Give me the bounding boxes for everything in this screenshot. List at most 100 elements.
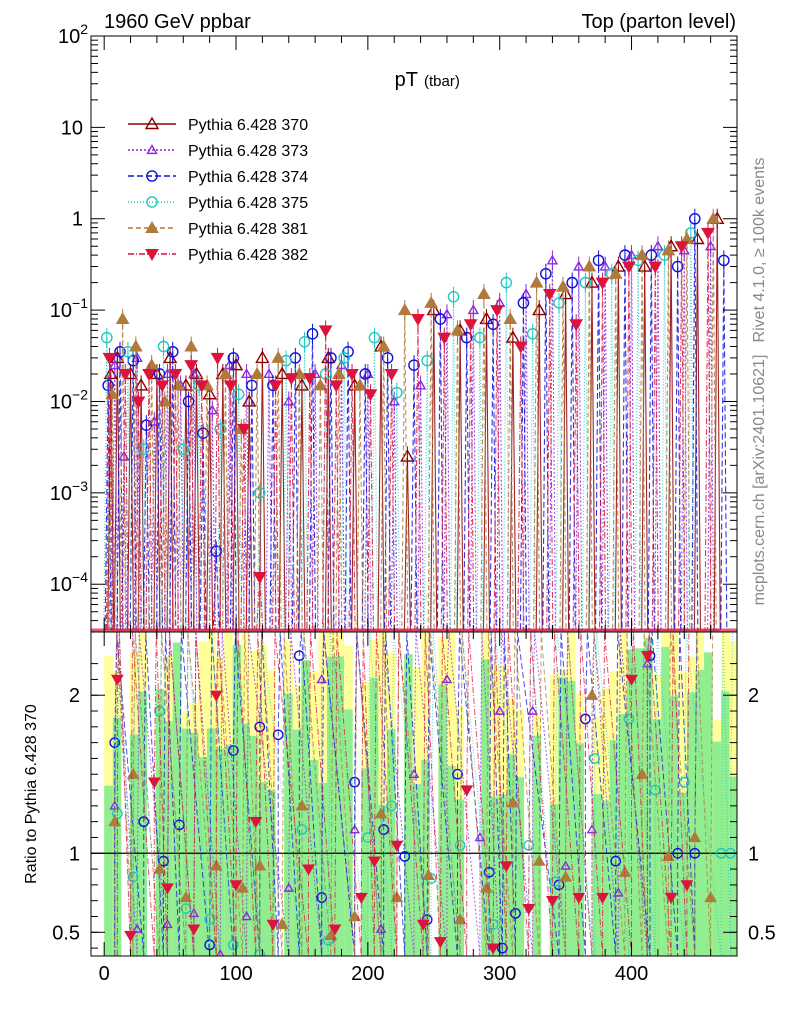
data-point bbox=[177, 443, 190, 456]
ratio-line bbox=[114, 632, 698, 956]
data-point bbox=[584, 275, 600, 288]
data-point bbox=[114, 345, 126, 358]
band-inner bbox=[198, 757, 208, 956]
band-inner bbox=[215, 748, 225, 956]
data-point bbox=[250, 366, 264, 379]
band-inner bbox=[224, 744, 233, 956]
data-point bbox=[441, 308, 453, 319]
plot-title-sub: (tbar) bbox=[424, 73, 460, 90]
ratio-point bbox=[302, 864, 315, 876]
band-inner bbox=[506, 754, 516, 956]
data-point bbox=[622, 261, 636, 274]
ratio-point bbox=[386, 800, 397, 812]
legend-marker bbox=[146, 170, 158, 182]
ratio-series-4 bbox=[108, 632, 717, 956]
legend-item: Pythia 6.428 381 bbox=[128, 220, 308, 238]
data-point bbox=[184, 360, 199, 373]
ratio-point bbox=[572, 892, 586, 905]
data-point bbox=[318, 325, 333, 338]
ratio-point bbox=[228, 745, 239, 756]
band-outer bbox=[378, 632, 387, 956]
data-point bbox=[271, 350, 286, 363]
data-point bbox=[674, 241, 689, 254]
ratio-line bbox=[116, 632, 690, 956]
data-point bbox=[166, 345, 179, 358]
data-point bbox=[155, 380, 170, 393]
data-point bbox=[625, 249, 638, 260]
data-point bbox=[313, 378, 328, 391]
data-point bbox=[637, 259, 652, 272]
ratio-point bbox=[349, 776, 361, 788]
data-point bbox=[503, 311, 518, 324]
ratio-point bbox=[228, 939, 239, 951]
legend-marker bbox=[146, 144, 158, 155]
data-point bbox=[194, 380, 209, 393]
data-point bbox=[460, 331, 473, 344]
band-inner bbox=[481, 659, 490, 956]
band-inner bbox=[644, 637, 653, 956]
ratio-point bbox=[147, 777, 161, 789]
xtick-label: 400 bbox=[615, 963, 648, 985]
data-point bbox=[298, 335, 311, 348]
band-inner bbox=[669, 695, 679, 956]
data-point bbox=[342, 345, 354, 358]
ratio-ytick-label-left: 0.5 bbox=[52, 922, 80, 944]
ratio-point bbox=[623, 713, 635, 725]
ratio-ytick-label-right: 1 bbox=[748, 843, 759, 865]
ratio-point bbox=[672, 847, 684, 859]
series-line-3 bbox=[104, 218, 728, 631]
ratio-point bbox=[704, 891, 717, 903]
band-inner bbox=[112, 717, 122, 956]
ratio-ytick-label-left: 1 bbox=[69, 843, 80, 865]
legend-marker bbox=[146, 196, 158, 208]
ratio-point bbox=[689, 847, 701, 859]
data-point bbox=[101, 331, 113, 344]
ratio-point bbox=[680, 880, 694, 892]
ratio-point bbox=[596, 892, 609, 905]
ratio-point bbox=[546, 896, 559, 908]
band-inner bbox=[549, 804, 559, 956]
ratio-point bbox=[486, 943, 500, 955]
ratio-point bbox=[506, 796, 520, 808]
band-inner bbox=[721, 691, 730, 956]
data-point bbox=[718, 254, 730, 267]
data-point bbox=[434, 313, 447, 325]
ratio-point bbox=[390, 840, 404, 852]
band-inner bbox=[609, 740, 619, 956]
data-point bbox=[490, 305, 504, 318]
ratio-point bbox=[272, 729, 284, 741]
ratio-point bbox=[374, 807, 388, 819]
ratio-ytick-label-right: 2 bbox=[748, 685, 759, 707]
ratio-point bbox=[589, 753, 600, 764]
legend-label: Pythia 6.428 381 bbox=[188, 221, 308, 238]
ytick-label: 102 bbox=[58, 21, 88, 48]
data-point bbox=[131, 396, 146, 409]
data-point bbox=[487, 318, 499, 331]
mcplots-label: mcplots.cern.ch [arXiv:2401.10621] bbox=[751, 355, 768, 606]
band-inner bbox=[635, 648, 645, 956]
ratio-point bbox=[421, 914, 433, 926]
ratio-point bbox=[480, 881, 493, 893]
ratio-point bbox=[253, 859, 267, 871]
data-point bbox=[689, 212, 701, 225]
data-point bbox=[517, 297, 530, 309]
band-inner bbox=[686, 692, 696, 956]
band-inner bbox=[335, 656, 345, 956]
band-inner bbox=[695, 669, 705, 956]
ratio-point bbox=[399, 851, 411, 862]
ratio-series-5 bbox=[111, 632, 694, 956]
ratio-point bbox=[499, 861, 513, 873]
data-point bbox=[102, 352, 117, 365]
data-point bbox=[671, 260, 684, 273]
ytick-label: 10−4 bbox=[50, 569, 88, 596]
data-point bbox=[685, 227, 697, 239]
legend-marker bbox=[144, 116, 160, 130]
band-inner bbox=[421, 759, 430, 956]
data-point bbox=[542, 289, 557, 302]
data-point bbox=[142, 368, 156, 381]
data-point bbox=[540, 267, 552, 280]
data-point bbox=[223, 359, 236, 370]
data-point bbox=[227, 352, 240, 364]
ratio-point bbox=[173, 819, 185, 831]
